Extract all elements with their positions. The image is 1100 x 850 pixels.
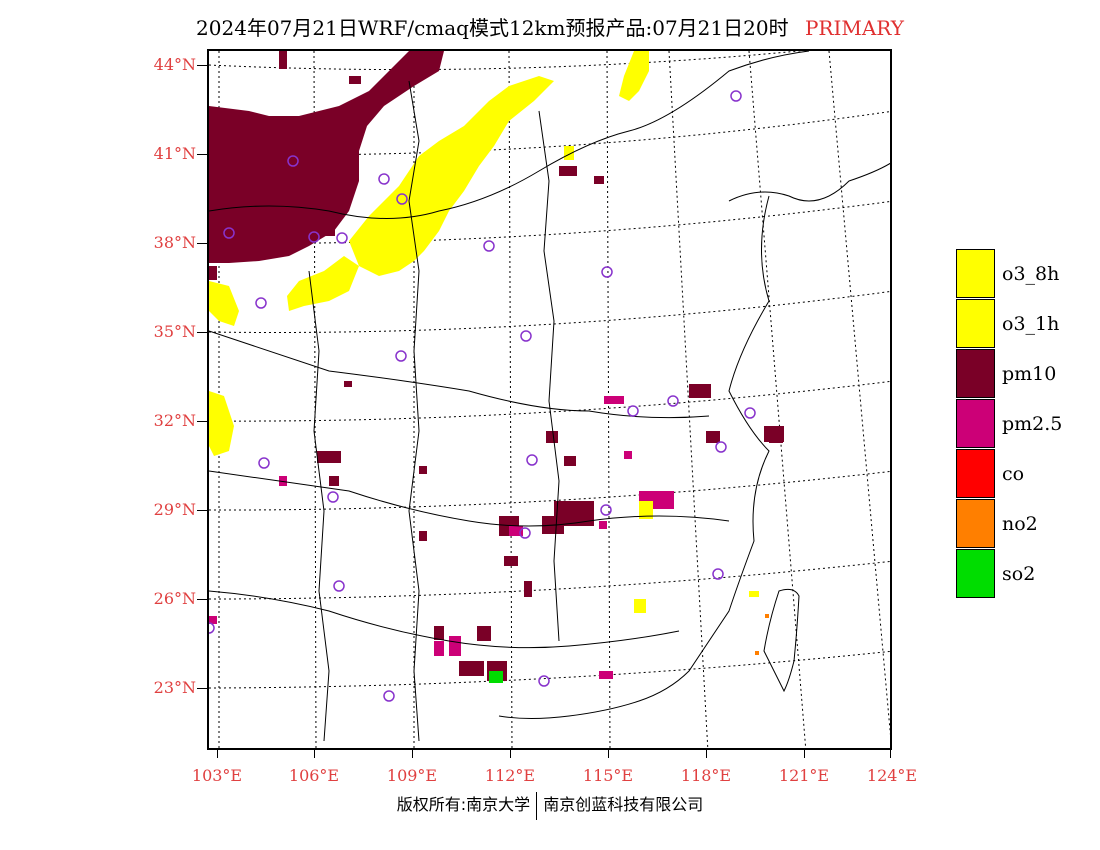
lat-label: 26°N (153, 589, 196, 608)
lat-tick (197, 154, 207, 155)
lat-label: 35°N (153, 322, 196, 341)
lon-label: 106°E (288, 766, 340, 785)
station-marker (712, 568, 724, 580)
title-text: 2024年07月21日WRF/cmaq模式12km预报产品:07月21日20时 (196, 16, 789, 40)
boundaries (209, 51, 890, 742)
lat-tick (197, 243, 207, 244)
station-marker (395, 350, 407, 362)
legend-label: so2 (1002, 563, 1036, 585)
lat-label: 23°N (153, 678, 196, 697)
pm10-regions (209, 51, 784, 681)
lat-tick (197, 421, 207, 422)
legend-label: pm10 (1002, 363, 1057, 385)
legend-label: o3_1h (1002, 313, 1060, 335)
lon-line (828, 51, 890, 736)
lat-line (209, 650, 890, 689)
lon-tick (412, 750, 413, 758)
station-marker (538, 675, 550, 687)
lat-tick (197, 510, 207, 511)
station-markers (209, 90, 756, 702)
title-primary-tag: PRIMARY (804, 16, 904, 40)
lon-label: 121°E (778, 766, 830, 785)
lon-tick (804, 750, 805, 758)
map-canvas (209, 51, 890, 748)
station-marker (378, 173, 390, 185)
lon-label: 112°E (484, 766, 536, 785)
legend-swatch (956, 349, 995, 398)
station-marker (627, 405, 639, 417)
station-marker (667, 395, 679, 407)
station-marker (209, 622, 215, 634)
station-marker (600, 504, 612, 516)
lon-label: 124°E (866, 766, 918, 785)
lat-label: 44°N (153, 55, 196, 74)
lat-tick (197, 65, 207, 66)
legend-swatch (956, 299, 995, 348)
station-marker (520, 330, 532, 342)
station-marker (327, 491, 339, 503)
station-marker (383, 690, 395, 702)
lat-line (209, 291, 890, 333)
lon-label: 118°E (680, 766, 732, 785)
lat-label: 32°N (153, 411, 196, 430)
station-marker (715, 441, 727, 453)
station-marker (333, 580, 345, 592)
map-panel[interactable] (207, 49, 892, 750)
lat-label: 41°N (153, 144, 196, 163)
lon-line (508, 51, 513, 748)
lon-line (668, 51, 709, 748)
legend-label: o3_8h (1002, 263, 1060, 285)
footer-right: 南京创蓝科技有限公司 (543, 795, 704, 814)
o3-regions (209, 51, 759, 613)
legend-swatch (956, 449, 995, 498)
station-marker (255, 297, 267, 309)
station-marker (519, 527, 531, 539)
legend-swatch (956, 399, 995, 448)
footer-separator (536, 791, 538, 820)
station-marker (336, 232, 348, 244)
station-marker (744, 407, 756, 419)
lon-tick (510, 750, 511, 758)
legend-swatch (956, 499, 995, 548)
station-marker (601, 266, 613, 278)
legend-label: pm2.5 (1002, 413, 1063, 435)
lat-label: 38°N (153, 233, 196, 252)
station-marker (287, 155, 299, 167)
legend-swatch (956, 549, 995, 598)
legend-label: no2 (1002, 513, 1038, 535)
lat-tick (197, 599, 207, 600)
lon-tick (217, 750, 218, 758)
no2-regions (755, 614, 769, 655)
lon-label: 103°E (191, 766, 243, 785)
lat-line (209, 470, 890, 511)
map-title: 2024年07月21日WRF/cmaq模式12km预报产品:07月21日20时 … (0, 12, 1100, 41)
lon-tick (890, 750, 891, 758)
lat-label: 29°N (153, 500, 196, 519)
station-marker (396, 193, 408, 205)
legend-label: co (1002, 463, 1025, 485)
footer-left: 版权所有:南京大学 (396, 795, 531, 814)
legend-swatch (956, 249, 995, 298)
lat-line (209, 560, 890, 600)
lat-tick (197, 688, 207, 689)
lat-line (209, 51, 804, 71)
lon-label: 109°E (386, 766, 438, 785)
station-marker (223, 227, 235, 239)
station-marker (483, 240, 495, 252)
station-marker (730, 90, 742, 102)
lon-line (748, 51, 807, 748)
lat-tick (197, 332, 207, 333)
lon-tick (706, 750, 707, 758)
lon-label: 115°E (582, 766, 634, 785)
copyright-footer: 版权所有:南京大学 南京创蓝科技有限公司 (0, 791, 1100, 820)
station-marker (526, 454, 538, 466)
lon-tick (608, 750, 609, 758)
so2-regions (489, 671, 503, 683)
station-marker (258, 457, 270, 469)
lon-tick (314, 750, 315, 758)
station-marker (308, 231, 320, 243)
